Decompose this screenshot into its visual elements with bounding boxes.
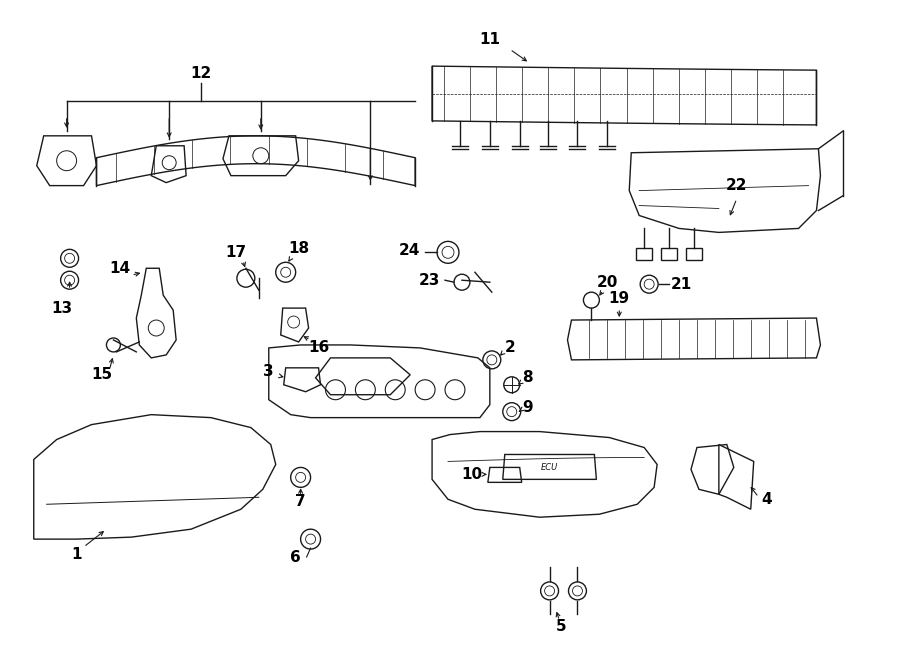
- Text: 1: 1: [71, 547, 82, 562]
- Text: 15: 15: [91, 368, 112, 382]
- Text: 13: 13: [51, 301, 72, 315]
- Text: 14: 14: [109, 260, 130, 276]
- Text: 4: 4: [761, 492, 772, 507]
- Text: ECU: ECU: [541, 463, 558, 472]
- Text: 10: 10: [462, 467, 482, 482]
- Text: 2: 2: [504, 340, 515, 356]
- Text: 3: 3: [264, 364, 274, 379]
- Text: 19: 19: [608, 291, 630, 305]
- Text: 18: 18: [288, 241, 310, 256]
- Text: 20: 20: [597, 275, 618, 290]
- Text: 21: 21: [671, 277, 692, 292]
- Text: 17: 17: [225, 245, 247, 260]
- Text: 9: 9: [522, 400, 533, 415]
- Text: 12: 12: [191, 65, 211, 81]
- Text: 11: 11: [480, 32, 500, 47]
- Text: 24: 24: [399, 243, 420, 258]
- Text: 5: 5: [556, 619, 567, 635]
- Text: 16: 16: [308, 340, 329, 356]
- Text: 7: 7: [295, 494, 306, 509]
- Text: 23: 23: [418, 273, 440, 288]
- Text: 8: 8: [522, 370, 533, 385]
- Text: 22: 22: [726, 178, 748, 193]
- Text: 6: 6: [291, 549, 301, 564]
